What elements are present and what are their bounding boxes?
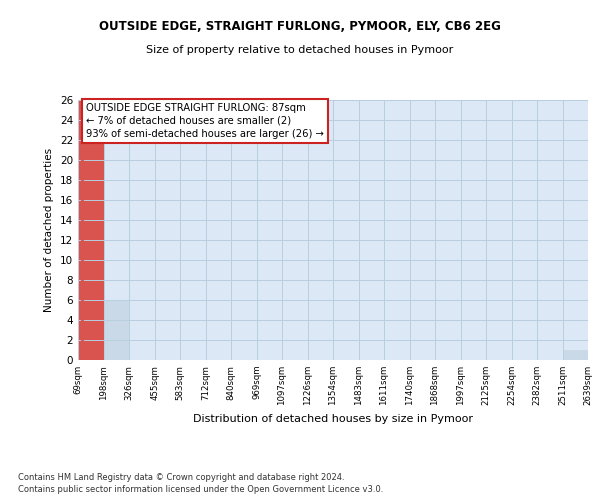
Text: Size of property relative to detached houses in Pymoor: Size of property relative to detached ho… [146,45,454,55]
Text: OUTSIDE EDGE, STRAIGHT FURLONG, PYMOOR, ELY, CB6 2EG: OUTSIDE EDGE, STRAIGHT FURLONG, PYMOOR, … [99,20,501,33]
Bar [104,300,129,360]
X-axis label: Distribution of detached houses by size in Pymoor: Distribution of detached houses by size … [193,414,473,424]
Bar [78,100,104,360]
Bar [563,350,588,360]
Y-axis label: Number of detached properties: Number of detached properties [44,148,55,312]
Text: Contains HM Land Registry data © Crown copyright and database right 2024.: Contains HM Land Registry data © Crown c… [18,472,344,482]
Text: Contains public sector information licensed under the Open Government Licence v3: Contains public sector information licen… [18,485,383,494]
Text: OUTSIDE EDGE STRAIGHT FURLONG: 87sqm
← 7% of detached houses are smaller (2)
93%: OUTSIDE EDGE STRAIGHT FURLONG: 87sqm ← 7… [86,102,323,139]
